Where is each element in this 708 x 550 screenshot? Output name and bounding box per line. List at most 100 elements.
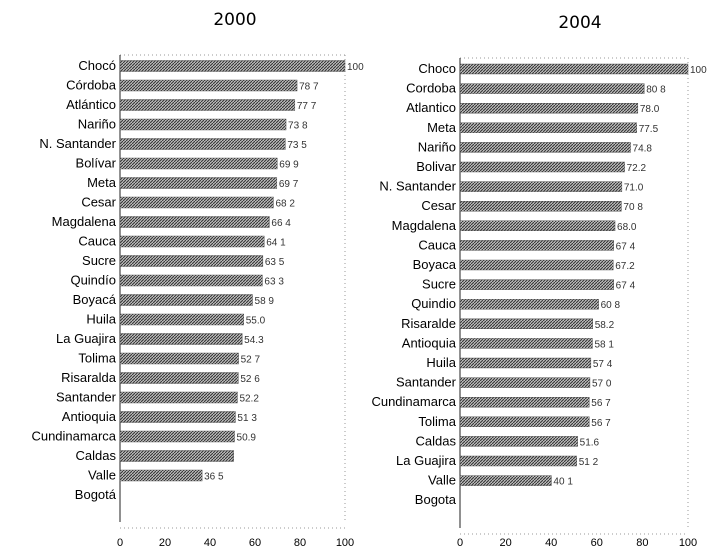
value-label: 52 7 [241, 355, 261, 366]
value-label: 55.0 [246, 316, 266, 327]
bar [459, 338, 593, 349]
value-label: 58 1 [594, 339, 614, 350]
bar [119, 352, 239, 365]
category-label: Nariño [78, 117, 116, 132]
category-label: Tolima [418, 414, 456, 429]
value-label: 54.3 [244, 335, 264, 346]
bar [119, 274, 263, 287]
category-label: Bogota [415, 492, 457, 507]
value-label: 58 9 [255, 296, 275, 307]
bar [459, 279, 614, 290]
value-label: 36 5 [204, 472, 224, 483]
value-label: 67.2 [615, 261, 635, 272]
category-label: Santander [56, 390, 117, 405]
bar [119, 216, 270, 228]
value-label: 68.0 [617, 222, 637, 233]
value-label: 51 3 [237, 413, 257, 424]
bar [459, 416, 590, 427]
bar [119, 196, 274, 209]
x-tick-label: 100 [679, 537, 697, 549]
category-label: Chocó [78, 58, 116, 73]
value-label: 51.6 [580, 437, 600, 448]
category-label: Quindio [411, 296, 456, 311]
bar [459, 318, 593, 329]
chart-title: 2004 [558, 13, 601, 33]
value-label: 80 8 [646, 85, 666, 96]
bar [459, 181, 623, 192]
bar [459, 357, 592, 369]
value-label: 73 5 [287, 140, 307, 151]
bar [459, 63, 689, 75]
value-label: 63 5 [265, 257, 285, 268]
value-label: 100 [347, 62, 364, 73]
x-tick-label: 60 [591, 537, 603, 549]
category-label: Bolívar [76, 156, 117, 171]
value-label: 57 4 [593, 359, 613, 370]
category-label: Valle [428, 473, 456, 488]
value-label: 77.5 [639, 124, 659, 135]
category-label: Huila [426, 355, 456, 370]
bar [119, 333, 243, 345]
value-label: 58.2 [595, 320, 615, 331]
value-label: 66 4 [271, 218, 291, 229]
category-label: Caldas [416, 433, 457, 448]
bar [459, 200, 622, 212]
value-label: 56 7 [591, 398, 611, 409]
category-label: Magdalena [52, 214, 117, 229]
x-tick-label: 60 [249, 537, 261, 549]
bar [459, 259, 614, 271]
bar [119, 157, 278, 170]
category-label: Bogotá [75, 487, 117, 502]
bar [459, 161, 625, 173]
bar [119, 255, 264, 267]
bar [459, 475, 552, 486]
category-label: Atlantico [406, 100, 456, 115]
category-label: Bolivar [416, 159, 456, 174]
bar [459, 455, 577, 467]
bar [119, 313, 244, 326]
bar [119, 138, 286, 150]
value-label: 60 8 [601, 300, 621, 311]
x-tick-label: 40 [545, 537, 557, 549]
value-label: 64 1 [266, 238, 286, 249]
bar [119, 79, 298, 92]
chart-2004: 2004 Choco 100 Cordoba 80 8 Atlantico 78.0 Meta… [371, 13, 707, 549]
value-label: 100 [690, 65, 707, 76]
bar [459, 142, 631, 153]
bar [459, 436, 578, 447]
category-label: Choco [418, 61, 456, 76]
category-label: Caldas [76, 448, 117, 463]
bar [119, 118, 287, 131]
value-label: 67 4 [616, 281, 636, 292]
category-label: Risaralde [401, 316, 456, 331]
x-tick-label: 40 [204, 537, 216, 549]
category-label: Magdalena [392, 218, 457, 233]
category-label: Sucre [422, 277, 456, 292]
category-label: Cauca [418, 237, 456, 252]
x-tick-label: 100 [336, 537, 354, 549]
value-label: 50.9 [237, 433, 257, 444]
bar [119, 430, 235, 443]
value-label: 57 0 [592, 379, 612, 390]
value-label: 52.2 [239, 394, 259, 405]
value-label: 52 6 [240, 374, 260, 385]
category-label: Risaralda [61, 370, 117, 385]
category-label: Cesar [421, 198, 456, 213]
category-label: Valle [88, 468, 116, 483]
category-label: Meta [87, 175, 117, 190]
category-label: La Guajira [56, 331, 117, 346]
category-label: Sucre [82, 253, 116, 268]
category-label: Huila [86, 312, 116, 327]
value-label: 78 7 [299, 82, 319, 93]
bar [119, 177, 278, 189]
category-label: Meta [427, 120, 457, 135]
bar [459, 299, 599, 310]
chart-title: 2000 [213, 10, 256, 30]
bar [459, 83, 645, 94]
value-label: 70 8 [623, 202, 643, 213]
value-label: 78.0 [640, 104, 660, 115]
category-label: Cundinamarca [371, 394, 456, 409]
x-tick-label: 20 [499, 537, 511, 549]
category-label: Atlántico [66, 97, 116, 112]
